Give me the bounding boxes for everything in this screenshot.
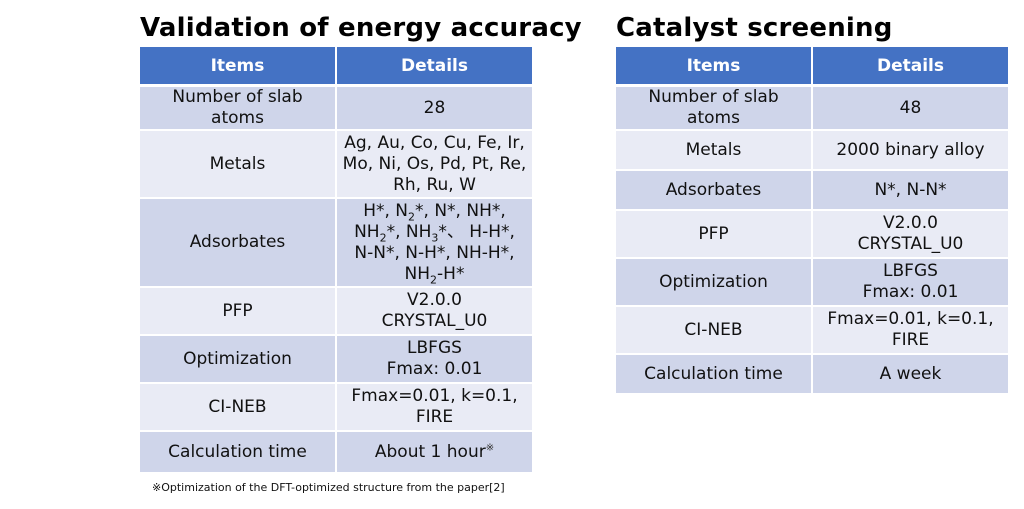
right-row-calc-time: Calculation time A week (616, 354, 1008, 395)
left-row-optimization: Optimization LBFGS Fmax: 0.01 (140, 335, 532, 384)
left-cineb-line-2: FIRE (415, 407, 454, 427)
right-detail-calc-time: A week (812, 354, 1008, 395)
left-optimization-line-2: Fmax: 0.01 (386, 359, 483, 379)
left-header-details: Details (336, 47, 532, 87)
left-pfp-line-1: V2.0.0 (407, 290, 462, 310)
right-item-slab-atoms: Number of slab atoms (616, 85, 813, 131)
left-row-adsorbates: Adsorbates H*, N2*, N*, NH*, NH2*, NH3*、… (140, 198, 532, 288)
left-metals-line-1: Ag, Au, Co, Cu, Fe, Ir, (344, 132, 525, 153)
right-detail-optimization: LBFGS Fmax: 0.01 (812, 258, 1008, 307)
right-detail-slab-atoms: 48 (812, 85, 1008, 131)
left-adsorbates-line-4: NH2-H* (404, 263, 465, 286)
right-pfp-line-2: CRYSTAL_U0 (857, 234, 964, 254)
left-title: Validation of energy accuracy (140, 13, 582, 43)
left-item-cineb: CI-NEB (140, 383, 337, 432)
right-pfp-line-1: V2.0.0 (883, 213, 938, 233)
left-item-pfp: PFP (140, 287, 337, 336)
left-item-optimization: Optimization (140, 335, 337, 384)
left-header-items: Items (140, 47, 337, 87)
footnote: ※Optimization of the DFT-optimized struc… (152, 481, 505, 494)
right-item-metals: Metals (616, 130, 813, 171)
right-title: Catalyst screening (616, 13, 893, 43)
right-row-pfp: PFP V2.0.0 CRYSTAL_U0 (616, 210, 1008, 259)
left-metals-line-2: Mo, Ni, Os, Pd, Pt, Re, (342, 153, 527, 174)
left-detail-calc-time: About 1 hour※ (336, 431, 532, 474)
right-row-slab-atoms: Number of slab atoms 48 (616, 85, 1008, 131)
left-detail-adsorbates: H*, N2*, N*, NH*, NH2*, NH3*、 H-H*, N-N*… (336, 198, 532, 288)
left-adsorbates-line-1: H*, N2*, N*, NH*, (363, 200, 506, 223)
right-detail-metals: 2000 binary alloy (812, 130, 1008, 171)
right-detail-pfp: V2.0.0 CRYSTAL_U0 (812, 210, 1008, 259)
left-row-pfp: PFP V2.0.0 CRYSTAL_U0 (140, 287, 532, 336)
left-row-calc-time: Calculation time About 1 hour※ (140, 431, 532, 474)
left-adsorbates-line-3: N-N*, N-H*, NH-H*, (354, 242, 515, 263)
right-item-cineb: CI-NEB (616, 306, 813, 355)
left-pfp-line-2: CRYSTAL_U0 (381, 311, 488, 331)
left-optimization-line-1: LBFGS (407, 338, 462, 358)
left-item-slab-atoms: Number of slab atoms (140, 85, 337, 131)
left-panel: Validation of energy accuracy Items Deta… (140, 13, 582, 474)
left-calc-time-value: About 1 hour (374, 441, 486, 462)
right-detail-adsorbates: N*, N-N* (812, 170, 1008, 211)
right-header-row: Items Details (616, 47, 1008, 87)
left-cineb-line-1: Fmax=0.01, k=0.1, (351, 386, 518, 406)
left-detail-cineb: Fmax=0.01, k=0.1, FIRE (336, 383, 532, 432)
right-item-pfp: PFP (616, 210, 813, 259)
left-header-row: Items Details (140, 47, 532, 87)
left-calc-time-mark: ※ (485, 441, 495, 453)
left-detail-metals: Ag, Au, Co, Cu, Fe, Ir, Mo, Ni, Os, Pd, … (336, 130, 532, 199)
left-item-adsorbates: Adsorbates (140, 198, 337, 288)
left-row-slab-atoms: Number of slab atoms 28 (140, 85, 532, 131)
right-row-cineb: CI-NEB Fmax=0.01, k=0.1, FIRE (616, 306, 1008, 355)
right-table: Items Details Number of slab atoms 48 Me… (616, 47, 1008, 395)
right-detail-cineb: Fmax=0.01, k=0.1, FIRE (812, 306, 1008, 355)
right-header-items: Items (616, 47, 813, 87)
right-item-adsorbates: Adsorbates (616, 170, 813, 211)
left-detail-slab-atoms: 28 (336, 85, 532, 131)
right-cineb-line-1: Fmax=0.01, k=0.1, (827, 309, 994, 329)
right-item-calc-time: Calculation time (616, 354, 813, 395)
right-optimization-line-1: LBFGS (883, 261, 938, 281)
left-adsorbates-line-2: NH2*, NH3*、 H-H*, (354, 221, 515, 244)
left-metals-line-3: Rh, Ru, W (393, 174, 476, 195)
left-item-metals: Metals (140, 130, 337, 199)
right-header-details: Details (812, 47, 1008, 87)
left-detail-optimization: LBFGS Fmax: 0.01 (336, 335, 532, 384)
right-row-metals: Metals 2000 binary alloy (616, 130, 1008, 171)
right-row-adsorbates: Adsorbates N*, N-N* (616, 170, 1008, 211)
left-row-cineb: CI-NEB Fmax=0.01, k=0.1, FIRE (140, 383, 532, 432)
right-item-optimization: Optimization (616, 258, 813, 307)
right-row-optimization: Optimization LBFGS Fmax: 0.01 (616, 258, 1008, 307)
right-optimization-line-2: Fmax: 0.01 (862, 282, 959, 302)
left-item-calc-time: Calculation time (140, 431, 337, 474)
left-row-metals: Metals Ag, Au, Co, Cu, Fe, Ir, Mo, Ni, O… (140, 130, 532, 199)
left-table: Items Details Number of slab atoms 28 Me… (140, 47, 532, 474)
left-detail-pfp: V2.0.0 CRYSTAL_U0 (336, 287, 532, 336)
right-cineb-line-2: FIRE (891, 330, 930, 350)
right-panel: Catalyst screening Items Details Number … (616, 13, 1008, 395)
